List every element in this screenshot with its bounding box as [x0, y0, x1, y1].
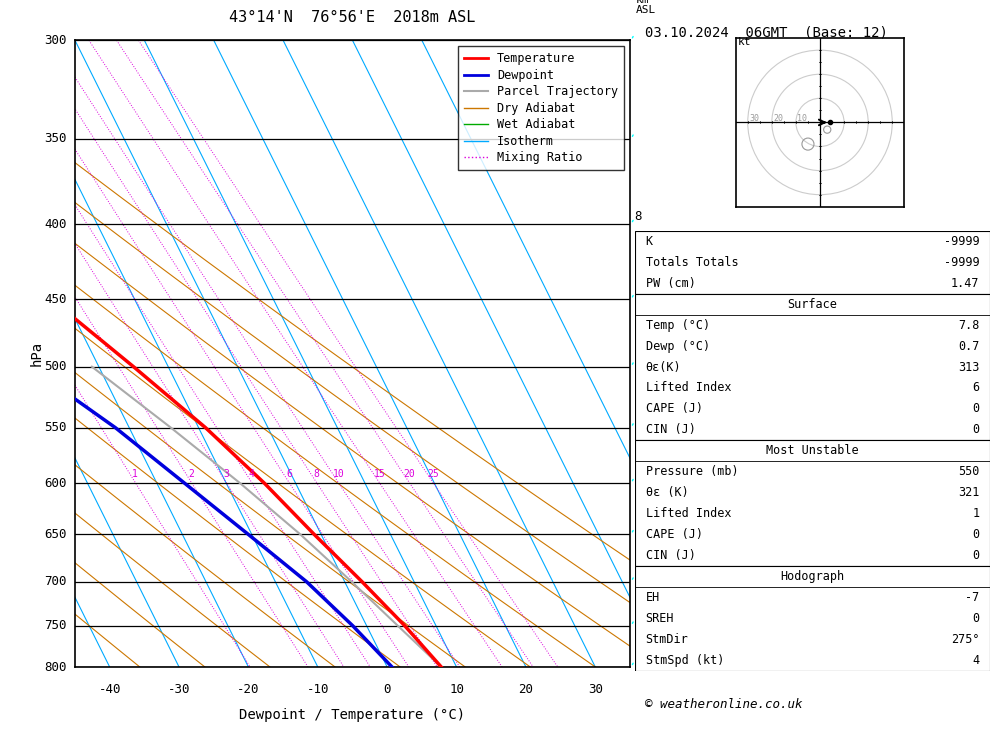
Text: 550: 550: [958, 465, 979, 478]
Text: θε (K): θε (K): [646, 486, 688, 499]
Bar: [635, 566, 990, 671]
Text: 25: 25: [427, 469, 439, 479]
Bar: [635, 294, 990, 441]
Text: Lifted Index: Lifted Index: [646, 381, 731, 394]
Text: 0: 0: [972, 424, 979, 436]
Text: 275°: 275°: [951, 633, 979, 646]
Text: SREH: SREH: [646, 612, 674, 625]
Text: 10: 10: [797, 114, 807, 123]
Text: 650: 650: [44, 528, 67, 541]
Text: CIN (J): CIN (J): [646, 549, 696, 562]
Text: 3: 3: [634, 570, 642, 583]
Legend: Temperature, Dewpoint, Parcel Trajectory, Dry Adiabat, Wet Adiabat, Isotherm, Mi: Temperature, Dewpoint, Parcel Trajectory…: [458, 46, 624, 170]
Text: 0: 0: [383, 682, 391, 696]
Text: 7: 7: [634, 300, 642, 313]
Text: 8: 8: [314, 469, 319, 479]
Text: 30: 30: [749, 114, 759, 123]
Text: 10: 10: [449, 682, 464, 696]
Text: Mixing Ratio (g/kg): Mixing Ratio (g/kg): [656, 365, 666, 493]
Text: hPa: hPa: [29, 341, 43, 366]
Text: Temp (°C): Temp (°C): [646, 319, 710, 331]
Text: Most Unstable: Most Unstable: [766, 444, 859, 457]
Text: 8: 8: [634, 210, 642, 223]
Text: 5: 5: [634, 427, 642, 440]
Text: km
ASL: km ASL: [636, 0, 656, 15]
Text: 6: 6: [972, 381, 979, 394]
Text: 20: 20: [518, 682, 533, 696]
Text: 300: 300: [44, 34, 67, 47]
Text: 1: 1: [132, 469, 138, 479]
Text: 7.8: 7.8: [958, 319, 979, 331]
Text: CAPE (J): CAPE (J): [646, 402, 703, 416]
Text: Dewp (°C): Dewp (°C): [646, 339, 710, 353]
Text: 43°14'N  76°56'E  2018m ASL: 43°14'N 76°56'E 2018m ASL: [229, 10, 476, 25]
Text: 4: 4: [972, 654, 979, 667]
Bar: [635, 231, 990, 294]
Text: PW (cm): PW (cm): [646, 277, 696, 290]
Text: StmDir: StmDir: [646, 633, 688, 646]
Text: 0: 0: [972, 402, 979, 416]
Text: 20: 20: [403, 469, 415, 479]
Text: 450: 450: [44, 293, 67, 306]
Text: Lifted Index: Lifted Index: [646, 507, 731, 520]
Text: 0: 0: [972, 612, 979, 625]
Text: 400: 400: [44, 218, 67, 231]
Text: Surface: Surface: [788, 298, 837, 311]
Text: 0.7: 0.7: [958, 339, 979, 353]
Text: θε(K): θε(K): [646, 361, 681, 374]
Text: 550: 550: [44, 421, 67, 434]
Text: -20: -20: [237, 682, 260, 696]
Text: 350: 350: [44, 133, 67, 145]
Text: EH: EH: [646, 591, 660, 604]
Text: 500: 500: [44, 360, 67, 373]
Text: 321: 321: [958, 486, 979, 499]
Text: 10: 10: [332, 469, 344, 479]
Text: kt: kt: [738, 37, 752, 48]
Text: 6: 6: [286, 469, 292, 479]
Text: -9999: -9999: [944, 256, 979, 269]
Text: 3: 3: [223, 469, 229, 479]
Text: LCL: LCL: [634, 574, 655, 584]
Bar: [635, 441, 990, 566]
Text: 20: 20: [773, 114, 783, 123]
Text: 03.10.2024  06GMT  (Base: 12): 03.10.2024 06GMT (Base: 12): [645, 26, 888, 40]
Text: -40: -40: [98, 682, 121, 696]
Text: K: K: [646, 235, 653, 248]
Text: Dewpoint / Temperature (°C): Dewpoint / Temperature (°C): [239, 708, 466, 722]
Text: Hodograph: Hodograph: [780, 570, 845, 583]
Text: CIN (J): CIN (J): [646, 424, 696, 436]
Text: 15: 15: [373, 469, 385, 479]
Text: 750: 750: [44, 619, 67, 633]
Text: 1.47: 1.47: [951, 277, 979, 290]
Text: 600: 600: [44, 476, 67, 490]
Text: 6: 6: [634, 366, 642, 380]
Text: 700: 700: [44, 575, 67, 588]
Text: -9999: -9999: [944, 235, 979, 248]
Text: 313: 313: [958, 361, 979, 374]
Text: 0: 0: [972, 549, 979, 562]
Text: Totals Totals: Totals Totals: [646, 256, 738, 269]
Text: 4: 4: [249, 469, 255, 479]
Text: -10: -10: [307, 682, 329, 696]
Text: -7: -7: [965, 591, 979, 604]
Text: 1: 1: [972, 507, 979, 520]
Text: Pressure (mb): Pressure (mb): [646, 465, 738, 478]
Text: 800: 800: [44, 660, 67, 674]
Text: 2: 2: [188, 469, 194, 479]
Text: 30: 30: [588, 682, 603, 696]
Text: CAPE (J): CAPE (J): [646, 528, 703, 541]
Text: 0: 0: [972, 528, 979, 541]
Text: 4: 4: [634, 523, 642, 536]
Text: StmSpd (kt): StmSpd (kt): [646, 654, 724, 667]
Text: © weatheronline.co.uk: © weatheronline.co.uk: [645, 698, 802, 711]
Text: -30: -30: [168, 682, 190, 696]
